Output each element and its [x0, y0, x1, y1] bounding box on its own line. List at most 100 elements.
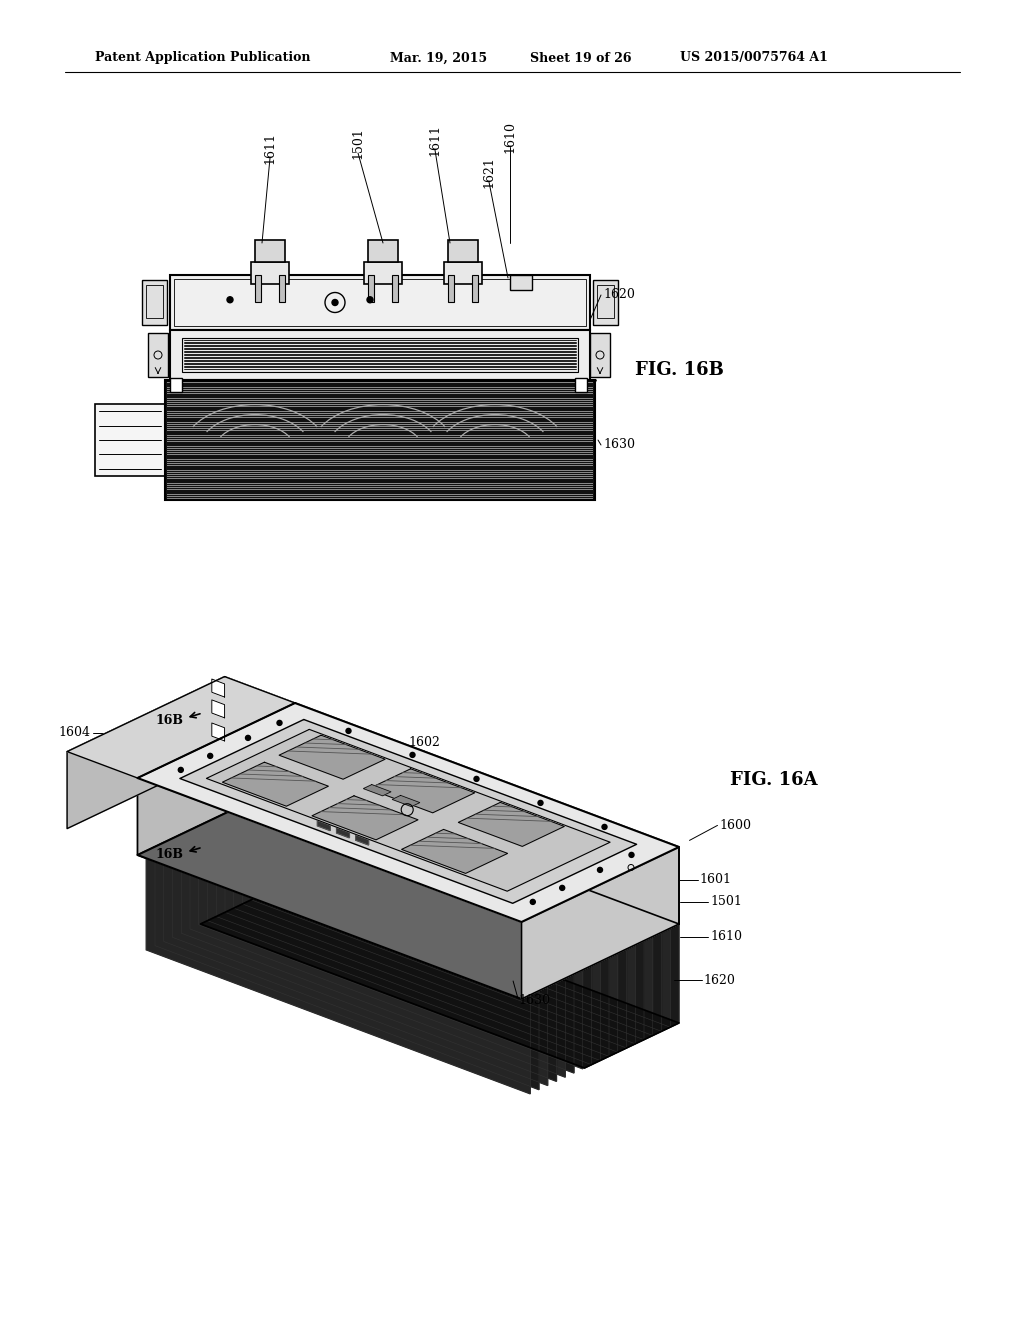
- Bar: [182, 338, 578, 372]
- Circle shape: [346, 729, 351, 734]
- Polygon shape: [169, 838, 556, 985]
- Polygon shape: [459, 803, 564, 846]
- Bar: [174, 279, 586, 326]
- Polygon shape: [364, 784, 391, 796]
- Polygon shape: [68, 677, 224, 829]
- Text: 1630: 1630: [518, 994, 550, 1007]
- Polygon shape: [291, 780, 679, 925]
- Polygon shape: [137, 704, 295, 855]
- Polygon shape: [243, 805, 627, 1048]
- Polygon shape: [401, 829, 508, 874]
- Polygon shape: [190, 830, 574, 1073]
- Bar: [148, 333, 168, 378]
- Text: 1501: 1501: [351, 127, 365, 158]
- Circle shape: [367, 297, 373, 302]
- Bar: [449, 275, 454, 302]
- Polygon shape: [181, 834, 565, 1077]
- Bar: [575, 378, 587, 392]
- Text: 1600: 1600: [720, 818, 752, 832]
- Text: 1621: 1621: [482, 156, 496, 187]
- Polygon shape: [212, 678, 224, 697]
- Circle shape: [227, 297, 233, 302]
- Text: Mar. 19, 2015: Mar. 19, 2015: [390, 51, 487, 65]
- Bar: [449, 240, 478, 261]
- Polygon shape: [278, 788, 662, 1031]
- Polygon shape: [207, 730, 610, 891]
- Polygon shape: [375, 828, 423, 867]
- Bar: [279, 275, 285, 302]
- Text: 1620: 1620: [703, 974, 735, 986]
- Polygon shape: [155, 846, 539, 1090]
- Bar: [444, 261, 482, 284]
- Circle shape: [178, 767, 183, 772]
- Polygon shape: [392, 796, 420, 807]
- Polygon shape: [283, 784, 671, 931]
- Polygon shape: [212, 723, 224, 741]
- Circle shape: [538, 800, 543, 805]
- Polygon shape: [233, 809, 617, 1052]
- Polygon shape: [312, 796, 418, 840]
- Text: 1604: 1604: [58, 726, 90, 739]
- Bar: [95, 404, 165, 477]
- Text: 1501: 1501: [710, 895, 742, 908]
- Circle shape: [332, 300, 338, 305]
- Polygon shape: [146, 851, 530, 1094]
- Circle shape: [530, 899, 536, 904]
- Bar: [392, 275, 398, 302]
- Polygon shape: [225, 813, 609, 1056]
- Bar: [255, 275, 261, 302]
- Polygon shape: [251, 801, 635, 1044]
- Polygon shape: [256, 797, 644, 942]
- Circle shape: [629, 853, 634, 858]
- Circle shape: [602, 825, 607, 829]
- Polygon shape: [180, 719, 637, 903]
- Polygon shape: [317, 817, 330, 830]
- Bar: [510, 275, 532, 290]
- Polygon shape: [287, 784, 671, 1027]
- Polygon shape: [273, 788, 662, 935]
- Bar: [170, 378, 182, 392]
- Polygon shape: [172, 838, 556, 1081]
- Polygon shape: [142, 851, 530, 997]
- Polygon shape: [160, 842, 548, 989]
- Polygon shape: [355, 832, 369, 845]
- Text: 1601: 1601: [699, 874, 731, 886]
- Bar: [142, 280, 167, 325]
- Polygon shape: [268, 792, 652, 1035]
- Polygon shape: [216, 817, 600, 1060]
- Polygon shape: [199, 826, 583, 1069]
- Bar: [170, 330, 590, 380]
- Circle shape: [246, 735, 251, 741]
- Polygon shape: [280, 735, 385, 779]
- Polygon shape: [260, 797, 644, 1040]
- Text: 1630: 1630: [603, 438, 635, 451]
- Polygon shape: [208, 821, 592, 1065]
- Polygon shape: [369, 768, 475, 813]
- Text: 16B: 16B: [156, 847, 183, 861]
- Text: 1602: 1602: [408, 737, 440, 750]
- Polygon shape: [337, 824, 349, 838]
- Polygon shape: [295, 780, 679, 1023]
- Bar: [590, 333, 610, 378]
- Polygon shape: [186, 830, 574, 975]
- Polygon shape: [68, 677, 295, 777]
- Text: Sheet 19 of 26: Sheet 19 of 26: [530, 51, 632, 65]
- Text: 1610: 1610: [504, 121, 516, 153]
- Polygon shape: [137, 777, 521, 999]
- Bar: [251, 261, 289, 284]
- Bar: [255, 240, 285, 261]
- Polygon shape: [164, 842, 548, 1085]
- Polygon shape: [212, 700, 224, 718]
- Text: Patent Application Publication: Patent Application Publication: [95, 51, 310, 65]
- Polygon shape: [265, 792, 652, 939]
- Polygon shape: [317, 804, 330, 817]
- Text: 16B: 16B: [156, 714, 183, 726]
- Text: 1620: 1620: [603, 289, 635, 301]
- Polygon shape: [212, 817, 600, 964]
- Bar: [165, 380, 595, 500]
- Bar: [364, 261, 402, 284]
- Text: 1611: 1611: [428, 124, 441, 156]
- Polygon shape: [222, 762, 329, 807]
- Text: FIG. 16B: FIG. 16B: [635, 360, 724, 379]
- Polygon shape: [195, 826, 583, 972]
